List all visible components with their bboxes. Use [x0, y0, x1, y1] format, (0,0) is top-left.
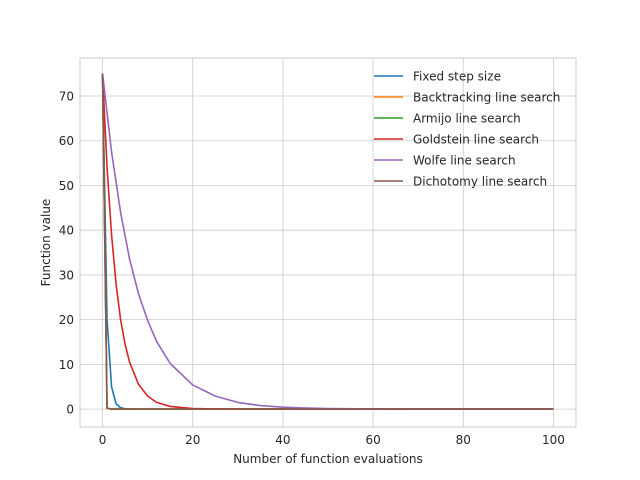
plot-frame [79, 57, 577, 428]
x-tick-label: 40 [275, 433, 290, 447]
x-tick-label: 100 [542, 433, 565, 447]
legend-entry: Fixed step size [413, 70, 501, 84]
x-tick-label: 20 [185, 433, 200, 447]
legend-entry: Dichotomy line search [413, 175, 547, 189]
tick-labels: 0 20 40 60 80 100 0 10 20 30 40 50 60 70 [59, 90, 565, 447]
y-tick-label: 40 [59, 224, 74, 238]
legend-entry: Goldstein line search [413, 133, 539, 147]
x-tick-label: 0 [99, 433, 107, 447]
y-tick-label: 70 [59, 90, 74, 104]
series-line-dichotomy-line-search [101, 73, 554, 410]
x-tick-label: 80 [456, 433, 471, 447]
legend-entry: Armijo line search [413, 112, 521, 126]
grid [80, 58, 576, 427]
y-tick-label: 20 [59, 313, 74, 327]
plot-background [80, 58, 576, 427]
legend-entry: Backtracking line search [413, 91, 560, 105]
y-tick-label: 0 [66, 403, 74, 417]
legend-entry: Wolfe line search [413, 154, 516, 168]
y-tick-label: 30 [59, 268, 74, 282]
y-tick-label: 50 [59, 179, 74, 193]
y-tick-label: 60 [59, 134, 74, 148]
y-tick-label: 10 [59, 358, 74, 372]
x-tick-label: 60 [365, 433, 380, 447]
x-axis-label: Number of function evaluations [233, 452, 423, 466]
y-axis-label: Function value [39, 199, 53, 287]
legend: Fixed step size Backtracking line search A… [374, 70, 560, 189]
series-layer [101, 73, 554, 410]
